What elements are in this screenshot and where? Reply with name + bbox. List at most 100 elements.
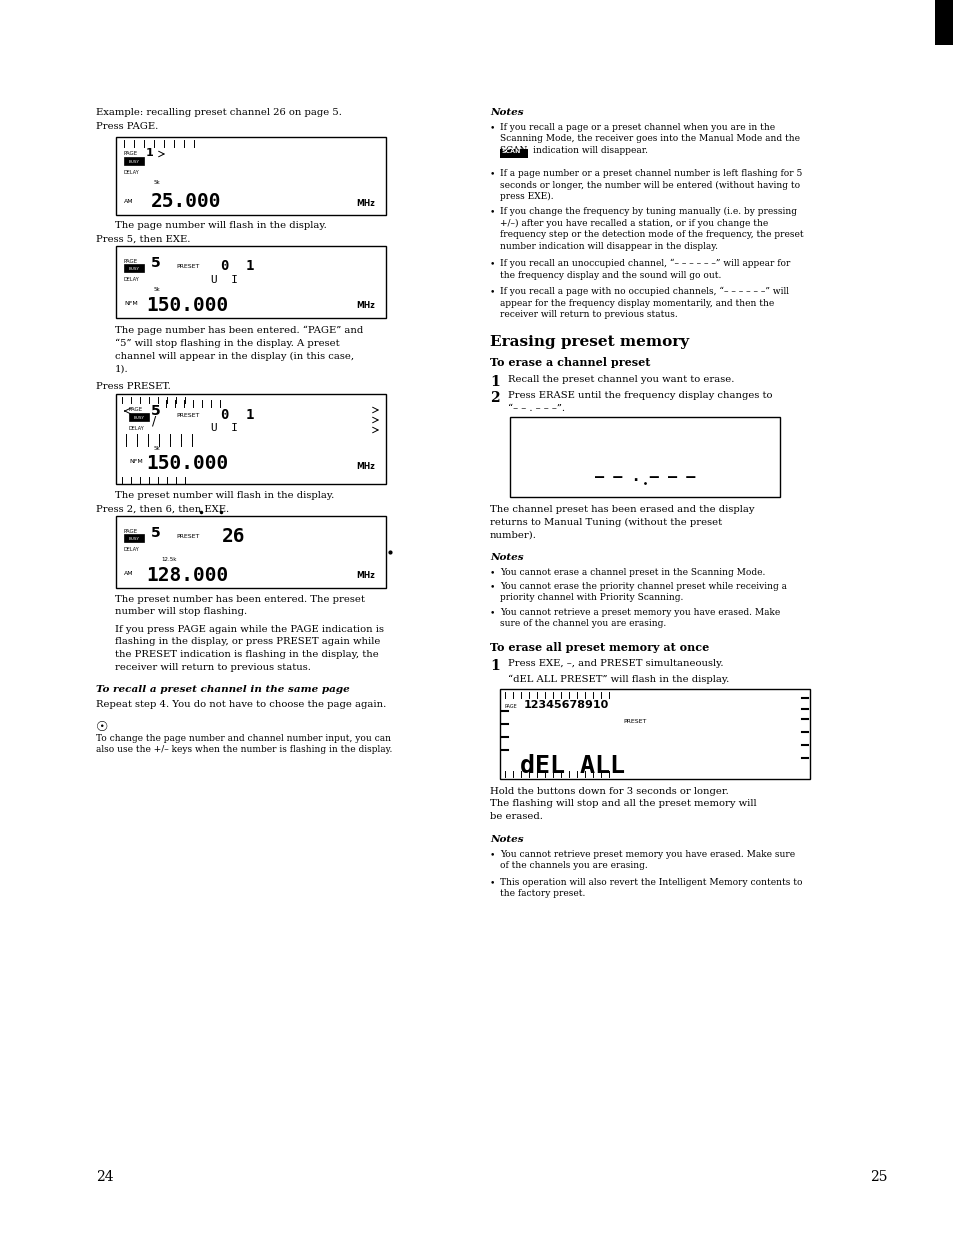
Text: “– – . – – –”.: “– – . – – –”.	[507, 404, 564, 413]
Text: PRESET: PRESET	[175, 264, 199, 269]
Text: BUSY: BUSY	[129, 160, 139, 164]
Text: PAGE: PAGE	[124, 150, 138, 157]
Text: You cannot retrieve preset memory you have erased. Make sure
of the channels you: You cannot retrieve preset memory you ha…	[499, 850, 794, 870]
Text: 25: 25	[869, 1170, 886, 1184]
Bar	[124, 534, 144, 543]
Text: BUSY: BUSY	[133, 416, 144, 420]
Text: 5: 5	[151, 526, 161, 540]
Text: •: •	[490, 568, 495, 577]
Text: •: •	[490, 878, 495, 887]
Text: 2: 2	[490, 391, 499, 404]
Text: PRESET: PRESET	[175, 413, 199, 418]
Text: If you press PAGE again while the PAGE indication is
flashing in the display, or: If you press PAGE again while the PAGE i…	[115, 625, 384, 672]
Text: dEL ALL: dEL ALL	[519, 755, 624, 778]
Text: To erase a channel preset: To erase a channel preset	[490, 358, 650, 367]
Text: NFM: NFM	[129, 459, 143, 464]
Text: DELAY: DELAY	[124, 547, 139, 552]
Text: Notes: Notes	[490, 109, 523, 117]
Text: Press ERASE until the frequency display changes to: Press ERASE until the frequency display …	[507, 391, 772, 399]
Text: Hold the buttons down for 3 seconds or longer.
The flashing will stop and all th: Hold the buttons down for 3 seconds or l…	[490, 787, 756, 821]
Text: 1: 1	[490, 375, 499, 388]
Text: Press 2, then 6, then EXE.: Press 2, then 6, then EXE.	[96, 506, 229, 514]
Text: To erase all preset memory at once: To erase all preset memory at once	[490, 642, 708, 653]
Text: 25.000: 25.000	[151, 192, 221, 211]
Text: Notes: Notes	[490, 835, 523, 845]
Text: 24: 24	[96, 1170, 113, 1184]
Text: •: •	[490, 123, 495, 132]
Text: 150.000: 150.000	[146, 296, 228, 314]
Text: This operation will also revert the Intelligent Memory contents to
the factory p: This operation will also revert the Inte…	[499, 878, 801, 899]
Text: PAGE: PAGE	[129, 407, 143, 412]
Text: The page number has been entered. “PAGE” and
“5” will stop flashing in the displ: The page number has been entered. “PAGE”…	[115, 326, 363, 374]
Text: SCAN: SCAN	[501, 149, 521, 154]
Text: U  I: U I	[211, 423, 237, 433]
Bar	[510, 417, 780, 497]
Text: You cannot erase a channel preset in the Scanning Mode.: You cannot erase a channel preset in the…	[499, 568, 764, 577]
Bar	[116, 515, 386, 588]
Bar	[124, 264, 144, 272]
Text: If you recall an unoccupied channel, “– – – – – –” will appear for
the frequency: If you recall an unoccupied channel, “– …	[499, 259, 789, 280]
Text: DELAY: DELAY	[129, 425, 145, 432]
Text: MHz: MHz	[355, 571, 375, 580]
Text: 150.000: 150.000	[146, 454, 228, 473]
Text: AM: AM	[124, 199, 133, 203]
Text: The preset number will flash in the display.: The preset number will flash in the disp…	[115, 491, 334, 501]
Text: PRESET: PRESET	[175, 534, 199, 539]
Text: You cannot retrieve a preset memory you have erased. Make
sure of the channel yo: You cannot retrieve a preset memory you …	[499, 608, 780, 629]
Text: 128.000: 128.000	[146, 566, 228, 584]
Text: 1: 1	[146, 148, 153, 158]
Text: If you change the frequency by tuning manually (i.e. by pressing
+/–) after you : If you change the frequency by tuning ma…	[499, 207, 802, 250]
Text: The preset number has been entered. The preset
number will stop flashing.: The preset number has been entered. The …	[115, 596, 364, 616]
Text: MHz: MHz	[355, 462, 375, 471]
Text: BUSY: BUSY	[129, 538, 139, 541]
Text: If you recall a page with no occupied channels, “– – – – – –” will
appear for th: If you recall a page with no occupied ch…	[499, 287, 788, 319]
Text: “dEL ALL PRESET” will flash in the display.: “dEL ALL PRESET” will flash in the displ…	[507, 674, 728, 684]
Bar	[934, 0, 953, 44]
Text: PRESET: PRESET	[622, 719, 646, 724]
Text: DELAY: DELAY	[124, 170, 139, 175]
Text: You cannot erase the priority channel preset while receiving a
priority channel : You cannot erase the priority channel pr…	[499, 582, 786, 603]
Text: If you recall a page or a preset channel when you are in the
Scanning Mode, the : If you recall a page or a preset channel…	[499, 123, 800, 155]
Text: Erasing preset memory: Erasing preset memory	[490, 335, 688, 349]
Text: 5k: 5k	[153, 287, 161, 292]
Text: To recall a preset channel in the same page: To recall a preset channel in the same p…	[96, 686, 350, 694]
Text: 1: 1	[490, 658, 499, 673]
Text: 0  1: 0 1	[221, 259, 254, 272]
Text: 26: 26	[222, 526, 245, 546]
Text: PAGE: PAGE	[124, 529, 138, 534]
Text: The page number will flash in the display.: The page number will flash in the displa…	[115, 221, 327, 231]
Text: BUSY: BUSY	[129, 268, 139, 271]
Text: Recall the preset channel you want to erase.: Recall the preset channel you want to er…	[507, 375, 734, 383]
Text: •: •	[490, 850, 495, 859]
Bar	[116, 395, 386, 485]
Text: •: •	[490, 608, 495, 616]
Text: MHz: MHz	[355, 301, 375, 309]
Text: /: /	[152, 416, 156, 428]
Text: MHz: MHz	[355, 199, 375, 208]
Text: Example: recalling preset channel 26 on page 5.: Example: recalling preset channel 26 on …	[96, 109, 341, 117]
Text: ☉: ☉	[96, 720, 109, 734]
Bar	[129, 413, 149, 420]
Text: 12345678910: 12345678910	[523, 700, 609, 710]
Text: NFM: NFM	[124, 301, 137, 306]
Bar	[124, 157, 144, 165]
Bar	[116, 247, 386, 318]
Text: DELAY: DELAY	[124, 277, 139, 282]
Text: •: •	[490, 582, 495, 591]
Text: To change the page number and channel number input, you can
also use the +/– key: To change the page number and channel nu…	[96, 734, 392, 755]
Text: 12.5k: 12.5k	[161, 557, 176, 562]
Text: •: •	[490, 287, 495, 296]
Text: Press EXE, –, and PRESET simultaneously.: Press EXE, –, and PRESET simultaneously.	[507, 658, 722, 668]
Text: •: •	[490, 259, 495, 268]
Text: Press PRESET.: Press PRESET.	[96, 382, 171, 391]
Text: 5k: 5k	[153, 180, 161, 185]
Bar	[499, 149, 527, 158]
Text: Press 5, then EXE.: Press 5, then EXE.	[96, 236, 191, 244]
Bar	[116, 137, 386, 215]
Text: Repeat step 4. You do not have to choose the page again.: Repeat step 4. You do not have to choose…	[96, 700, 386, 709]
Text: U  I: U I	[211, 275, 237, 285]
Text: AM: AM	[124, 571, 133, 576]
Text: 5: 5	[151, 404, 161, 418]
Text: •: •	[490, 169, 495, 178]
Text: 0  1: 0 1	[221, 408, 254, 422]
